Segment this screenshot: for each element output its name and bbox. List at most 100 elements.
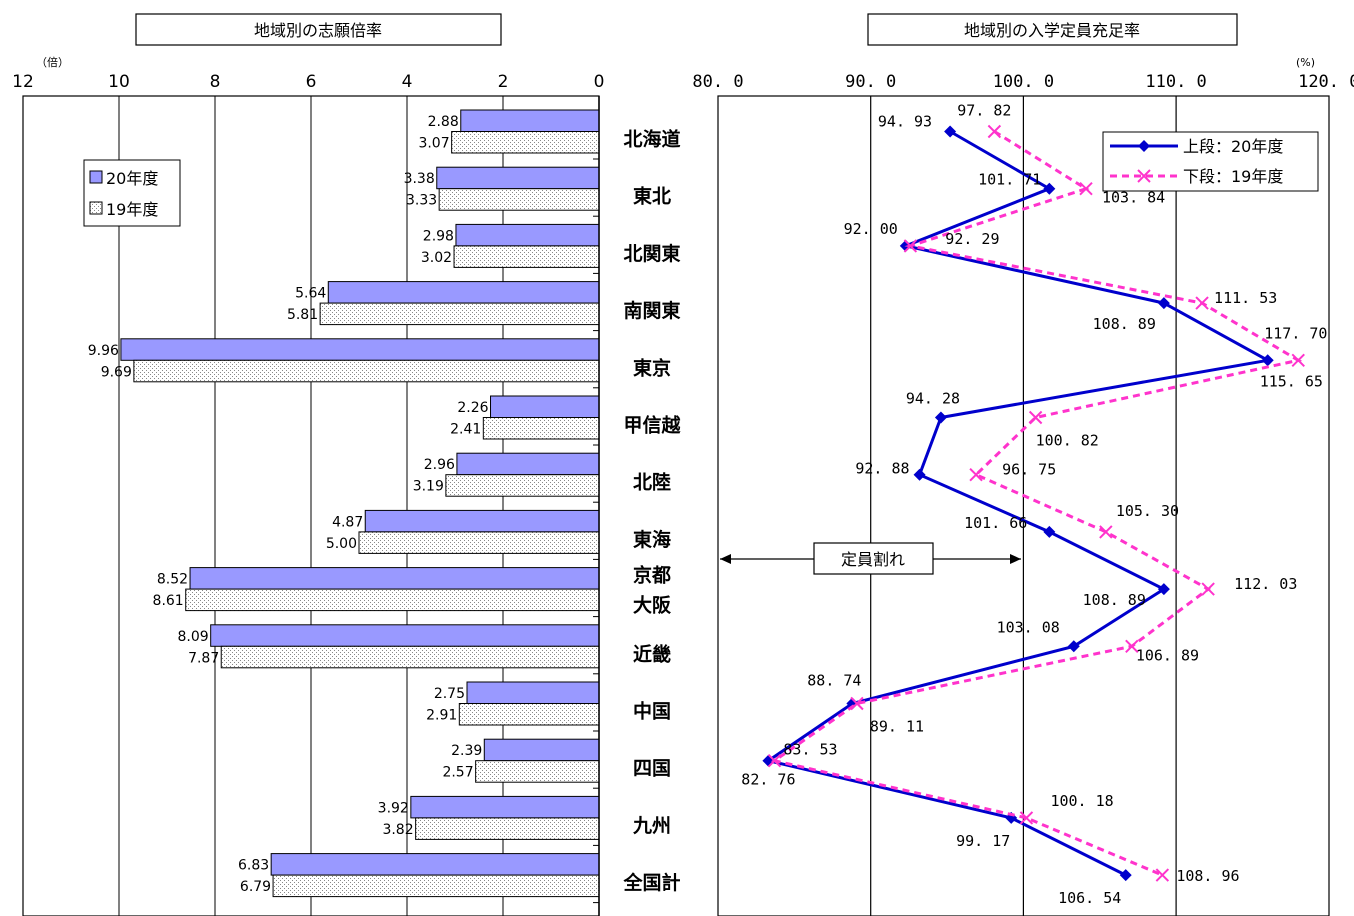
marker-diamond [1067,640,1080,653]
left-bar-value: 2.41 [450,422,481,438]
right-title-box [867,13,1238,46]
left-bar [453,245,600,268]
point-label-2019: 108. 96 [1176,867,1239,885]
left-tick-label: 12 [12,72,34,92]
left-bar [270,853,600,876]
left-bar [319,302,600,326]
left-axis-ticks: 12 10 8 6 4 2 0 [12,72,604,92]
left-bar-value: 2.75 [434,686,465,702]
marker-x [903,239,918,253]
left-bar [458,703,600,726]
marker-diamond [846,697,859,710]
left-bar-value: 4.87 [332,514,363,530]
marker-diamond [1261,354,1274,367]
point-label-2020: 108. 89 [1093,315,1156,333]
marker-diamond [1043,525,1056,538]
marker-diamond [934,411,947,424]
left-bar-value: 2.57 [442,765,473,781]
point-label-2020: 92. 00 [844,220,898,238]
left-bar [415,817,600,840]
shortfall-label: 定員割れ [841,550,905,569]
region-label-line1: 京都 [633,564,671,587]
legend-marker-diamond [1138,140,1150,152]
shortfall-arrow-left [720,554,731,564]
left-bar [475,760,600,783]
point-label-2019: 103. 84 [1102,189,1165,207]
left-axis-marks [593,158,599,904]
left-bar-value: 9.96 [88,343,119,359]
right-tick-label: 90. 0 [845,72,896,92]
marker-x [1099,525,1113,539]
point-label-2020: 101. 71 [978,171,1041,189]
point-label-2019: 117. 70 [1264,324,1327,342]
legend-label-left-2020: 20年度 [106,169,158,188]
left-bar-value: 5.81 [287,307,318,323]
line-series-2019 [770,130,1303,877]
point-label-2020: 99. 17 [956,832,1010,850]
left-chart: 地域別の志願倍率 （倍） 12 10 8 6 4 2 0 2.883.073.383.332… [12,13,604,916]
legend-swatch-2020 [89,170,103,184]
region-label: 東海 [633,528,671,551]
left-bar [327,281,600,304]
left-bar-value: 3.02 [421,250,452,266]
left-bars [120,109,600,898]
point-label-2019: 111. 53 [1214,289,1277,307]
left-bar-value: 7.87 [188,650,219,666]
right-axis-ticks: 80. 0 90. 0 100. 0 110. 0 120. 0 [692,72,1354,92]
point-label-2020: 106. 54 [1058,889,1121,907]
left-bar-value: 3.07 [418,136,449,152]
right-tick-label: 100. 0 [993,72,1054,92]
right-data-labels: 94. 93 101. 71 92. 00 108. 89 115. 65 94. 28 9… [741,102,1327,908]
region-label: 四国 [633,758,671,780]
region-label: 九州 [632,815,671,837]
left-bar [483,738,600,762]
left-bar [189,567,600,590]
left-bar-value: 2.39 [451,743,482,759]
left-bar-value: 2.91 [426,708,457,724]
point-label-2020: 101. 66 [964,514,1027,532]
left-bar [358,531,600,554]
legend-label-left-2019: 19年度 [106,200,158,219]
point-label-2020: 92. 88 [855,460,909,478]
left-bar-value: 2.26 [457,400,488,416]
left-bar-value: 5.00 [326,536,357,552]
left-bar [460,109,600,132]
point-label-2020: 94. 28 [906,390,960,408]
point-label-2019: 97. 82 [957,102,1011,120]
point-label-2019: 100. 82 [1036,432,1099,450]
right-tick-label: 80. 0 [692,72,743,92]
left-bar [451,131,600,154]
point-label-2019: 89. 11 [870,718,924,736]
left-bar-value: 8.09 [178,629,209,645]
left-bar [410,795,600,819]
right-legend: 上段：20年度 下段：19年度 [1102,131,1319,192]
point-label-2019: 105. 30 [1116,502,1179,520]
region-label: 南関東 [623,299,680,322]
left-bar [133,359,600,383]
left-bar-value: 6.79 [240,879,271,895]
point-label-2019: 112. 03 [1234,575,1297,593]
left-bar-value: 3.19 [413,479,444,495]
region-label: 北陸 [633,471,671,494]
left-bar [438,188,600,211]
right-tick-label: 110. 0 [1145,72,1206,92]
region-label: 甲信越 [623,414,681,437]
right-gridlines [870,96,1177,916]
right-chart-title: 地域別の入学定員充足率 [964,21,1140,40]
marker-diamond [944,125,957,138]
right-series-lines [762,124,1305,882]
marker-x [969,467,983,482]
left-bar [272,874,600,898]
left-bar [185,588,600,612]
point-label-2019: 96. 75 [1002,461,1056,479]
left-bar [364,509,600,533]
marker-x [1125,639,1139,654]
left-bar-value: 9.69 [101,364,132,380]
marker-x [1028,410,1043,425]
marker-x [1195,296,1209,310]
marker-diamond [1119,869,1132,882]
right-tick-label: 120. 0 [1298,72,1354,92]
left-bar [436,166,600,190]
region-label: 全国計 [622,871,680,894]
